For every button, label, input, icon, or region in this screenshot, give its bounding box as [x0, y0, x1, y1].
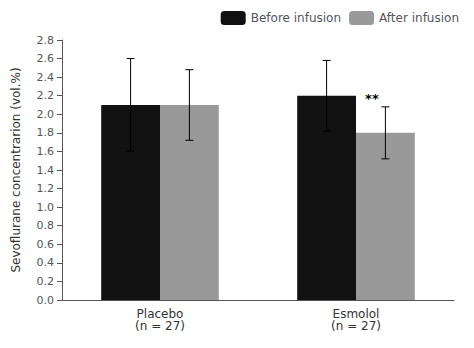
svg-text:2.6: 2.6: [37, 52, 55, 65]
svg-text:1.6: 1.6: [37, 145, 55, 158]
svg-text:0.6: 0.6: [37, 238, 55, 251]
svg-text:After infusion: After infusion: [379, 11, 459, 25]
svg-text:0.4: 0.4: [37, 256, 55, 269]
svg-text:2.8: 2.8: [37, 34, 55, 47]
svg-text:1.2: 1.2: [37, 182, 55, 195]
svg-text:1.0: 1.0: [37, 201, 55, 214]
svg-text:0.0: 0.0: [37, 294, 55, 307]
svg-text:**: **: [365, 91, 379, 106]
svg-text:Before infusion: Before infusion: [251, 11, 341, 25]
svg-text:1.8: 1.8: [37, 126, 55, 139]
svg-text:2.2: 2.2: [37, 89, 55, 102]
svg-text:1.4: 1.4: [37, 164, 55, 177]
svg-text:Placebo: Placebo: [136, 307, 184, 321]
svg-text:2.4: 2.4: [37, 71, 55, 84]
svg-text:Sevoflurane concentrarion (vol: Sevoflurane concentrarion (vol.%): [9, 67, 23, 272]
svg-text:Esmolol: Esmolol: [332, 307, 380, 321]
svg-text:0.8: 0.8: [37, 219, 55, 232]
svg-text:(n = 27): (n = 27): [331, 319, 381, 333]
svg-text:2.0: 2.0: [37, 108, 55, 121]
svg-text:(n = 27): (n = 27): [135, 319, 185, 333]
svg-text:0.2: 0.2: [37, 275, 55, 288]
